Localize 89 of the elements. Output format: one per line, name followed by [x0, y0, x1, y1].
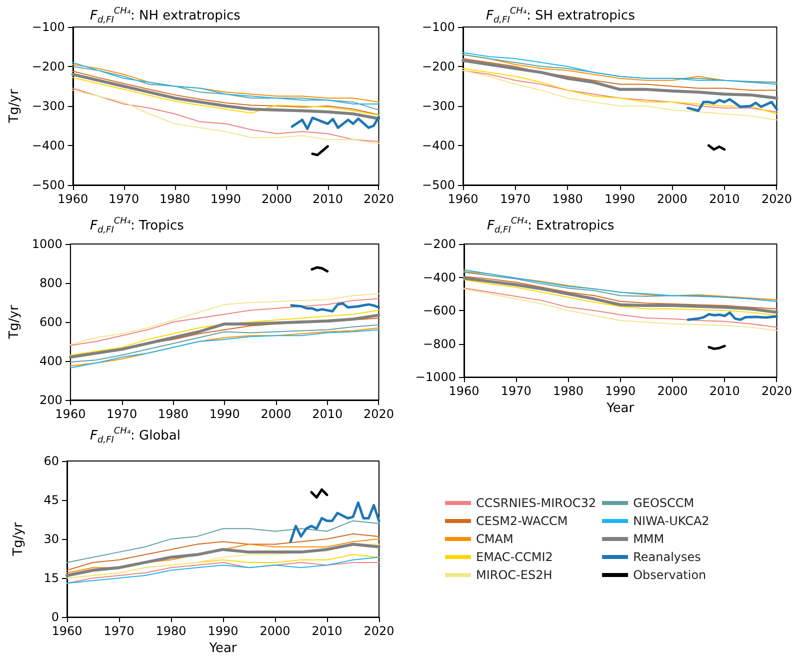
- legend-label: CCSRNIES-MIROC32: [476, 496, 596, 510]
- x-tick-label: 1970: [500, 384, 532, 398]
- line-series: [290, 302, 380, 313]
- x-tick-label: 2020: [363, 192, 394, 206]
- x-tick-label: 2000: [260, 407, 292, 421]
- y-tick-label: 1000: [32, 237, 62, 251]
- y-tick-label: 800: [40, 276, 62, 290]
- legend-label: Reanalyses: [633, 550, 701, 564]
- x-tick-label: 1990: [604, 192, 636, 206]
- y-tick-label: −300: [32, 99, 65, 113]
- x-tick-label: 2020: [363, 407, 394, 421]
- y-tick-label: −400: [32, 138, 65, 152]
- line-series: [311, 145, 329, 156]
- line-series: [462, 58, 778, 91]
- x-tick-label: 1990: [209, 407, 240, 421]
- x-tick-label: 1990: [208, 624, 238, 638]
- y-tick-label: 15: [44, 571, 59, 586]
- x-tick-label: 1970: [108, 192, 140, 206]
- x-tick-label: 1990: [605, 384, 636, 398]
- y-tick-label: 200: [40, 393, 62, 407]
- y-axis-title: Tg/yr: [11, 522, 26, 557]
- x-tick-label: 1960: [448, 192, 478, 206]
- x-tick-label: 1960: [58, 192, 88, 206]
- line-series: [66, 520, 380, 563]
- x-tick-label: 1960: [55, 407, 86, 421]
- x-tick-label: 2010: [312, 624, 342, 638]
- y-tick-label: −200: [423, 237, 456, 251]
- line-series: [66, 533, 380, 571]
- x-tick-label: 1970: [106, 407, 138, 421]
- x-tick-label: 2020: [761, 384, 792, 398]
- x-tick-label: 1960: [448, 384, 480, 398]
- x-tick-label: 2010: [312, 407, 343, 421]
- x-tick-label: 2000: [260, 624, 290, 638]
- x-axis-title: Year: [606, 401, 635, 416]
- y-tick-label: −400: [422, 138, 455, 152]
- y-tick-label: 600: [40, 315, 62, 329]
- x-tick-label: 2010: [312, 192, 344, 206]
- x-tick-label: 2010: [709, 384, 740, 398]
- line-series: [686, 98, 778, 112]
- x-tick-label: 1980: [158, 407, 188, 421]
- line-series: [686, 311, 778, 321]
- y-tick-label: 0: [51, 610, 59, 624]
- y-tick-label: 45: [44, 493, 59, 508]
- legend-label: EMAC-CCMI2: [476, 550, 553, 564]
- line-series: [462, 70, 778, 120]
- legend-label: GEOSCCM: [633, 496, 694, 510]
- y-tick-label: 400: [40, 354, 62, 368]
- x-tick-label: 1970: [104, 624, 134, 638]
- x-tick-label: 1990: [210, 192, 242, 206]
- y-tick-label: −600: [423, 304, 456, 318]
- legend-label: NIWA-UKCA2: [633, 514, 710, 528]
- line-series: [66, 556, 380, 584]
- y-tick-label: −400: [423, 270, 456, 284]
- x-tick-label: 2020: [761, 192, 792, 206]
- y-tick-label: −500: [32, 178, 65, 192]
- x-tick-label: 2020: [364, 624, 394, 638]
- y-tick-label: −300: [422, 99, 455, 113]
- x-tick-label: 1980: [552, 192, 583, 206]
- line-series: [66, 562, 380, 584]
- legend-label: MMM: [633, 532, 664, 546]
- x-tick-label: 2000: [656, 192, 688, 206]
- line-series: [462, 59, 778, 100]
- x-tick-label: 1980: [552, 384, 584, 398]
- legend-label: CMAM: [476, 532, 514, 546]
- line-series: [290, 116, 380, 130]
- y-axis-title: Tg/yr: [7, 304, 22, 340]
- y-tick-label: −100: [32, 20, 65, 34]
- x-tick-label: 1980: [156, 624, 186, 638]
- x-tick-label: 2010: [709, 192, 740, 206]
- y-tick-label: 60: [44, 454, 59, 468]
- y-tick-label: 30: [44, 532, 59, 546]
- x-tick-label: 2000: [262, 192, 292, 206]
- y-tick-label: −200: [32, 60, 65, 74]
- x-tick-label: 1960: [52, 624, 82, 638]
- y-tick-label: −800: [423, 336, 456, 351]
- line-series: [310, 488, 328, 499]
- x-tick-label: 1970: [500, 192, 531, 206]
- x-tick-label: 1980: [160, 192, 190, 206]
- x-tick-label: 2000: [657, 384, 688, 398]
- y-tick-label: −1000: [415, 370, 456, 384]
- x-axis-title: Year: [208, 641, 238, 656]
- y-tick-label: −100: [422, 20, 455, 34]
- y-tick-label: −500: [422, 178, 455, 192]
- legend-label: Observation: [633, 568, 706, 582]
- y-tick-label: −200: [422, 60, 455, 74]
- y-axis-title: Tg/yr: [7, 88, 22, 124]
- legend-label: CESM2-WACCM: [476, 514, 568, 528]
- legend-label: MIROC-ES2H: [476, 568, 552, 582]
- line-series: [289, 501, 380, 543]
